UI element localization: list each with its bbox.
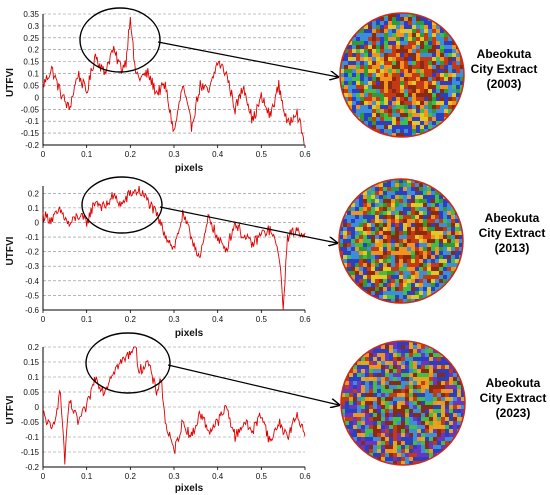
y-tick-label: -0.5 — [25, 291, 39, 300]
map-label: (2023) — [496, 406, 531, 420]
series-line — [42, 16, 306, 146]
highlight-ellipse — [81, 176, 163, 234]
y-tick-label: -0.1 — [25, 117, 39, 126]
x-tick-label: 0.1 — [81, 472, 93, 481]
y-tick-label: 0.1 — [28, 204, 40, 213]
x-tick-label: 0.2 — [125, 315, 137, 324]
y-tick-label: -0.1 — [25, 433, 39, 442]
x-axis-label: pixels — [175, 163, 204, 174]
x-tick-label: 0.5 — [256, 472, 268, 481]
y-tick-label: 0.15 — [23, 58, 39, 67]
map-label: City Extract — [479, 226, 546, 240]
y-tick-label: -0.2 — [25, 248, 39, 257]
y-tick-label: 0 — [35, 93, 40, 102]
series-line — [42, 346, 306, 465]
chart-panel-3: 0.20.150.10.050-0.05-0.1-0.15-0.20 0.1 0.2… — [5, 332, 547, 494]
pointer-arrow — [167, 364, 339, 405]
pointer-arrow — [159, 206, 337, 243]
map-border — [340, 340, 466, 466]
map-label: Abeokuta — [477, 47, 532, 61]
map-border — [338, 178, 464, 304]
y-tick-label: 0.15 — [23, 358, 39, 367]
y-tick-label: -0.15 — [21, 129, 40, 138]
y-tick-label: -0.3 — [25, 262, 39, 271]
highlight-ellipse — [79, 7, 161, 73]
y-axis-label: UTFVI — [5, 68, 16, 97]
chart-panel-2: 0.20.10-0.1-0.2-0.3-0.4-0.5-0.60 0.1 0.2 0.… — [5, 176, 546, 339]
map-label: (2003) — [487, 77, 522, 91]
x-tick-label: 0.2 — [125, 472, 137, 481]
pointer-arrow — [157, 41, 338, 77]
y-tick-label: -0.2 — [25, 463, 39, 472]
x-tick-label: 0.3 — [168, 150, 180, 159]
y-axis-label: UTFVI — [5, 236, 16, 265]
x-tick-label: 0.5 — [256, 150, 268, 159]
map-label: (2013) — [495, 241, 530, 255]
x-tick-label: 0.6 — [299, 315, 311, 324]
x-tick-label: 0.6 — [299, 472, 311, 481]
x-tick-label: 0.4 — [212, 150, 224, 159]
x-tick-label: 0.1 — [81, 150, 93, 159]
y-tick-label: 0.05 — [23, 81, 39, 90]
map-label: City Extract — [471, 62, 538, 76]
y-axis-label: UTFVI — [5, 395, 16, 424]
map-label: Abeokuta — [485, 211, 540, 225]
y-tick-label: 0.2 — [28, 46, 40, 55]
y-tick-label: 0.25 — [23, 34, 39, 43]
x-tick-label: 0.4 — [212, 472, 224, 481]
x-tick-label: 0 — [41, 315, 46, 324]
map-label: City Extract — [480, 391, 547, 405]
x-axis-label: pixels — [175, 328, 204, 339]
y-tick-label: 0.35 — [23, 10, 39, 19]
y-tick-label: 0.2 — [28, 189, 40, 198]
y-tick-label: 0.1 — [28, 373, 40, 382]
y-tick-label: -0.05 — [21, 105, 40, 114]
x-axis-label: pixels — [175, 483, 204, 494]
y-tick-label: -0.1 — [25, 233, 39, 242]
y-tick-label: 0.2 — [28, 343, 40, 352]
chart-panel-1: 0.35 0.3 0.25 0.2 0.15 0.1 0.05 0 -0.05 -0.1 -0.15… — [5, 7, 538, 174]
y-tick-label: -0.05 — [21, 418, 40, 427]
y-tick-label: -0.4 — [25, 277, 39, 286]
x-tick-label: 0 — [41, 150, 46, 159]
map-label: Abeokuta — [486, 376, 541, 390]
x-tick-label: 0.1 — [81, 315, 93, 324]
y-tick-label: -0.15 — [21, 448, 40, 457]
x-tick-label: 0.2 — [125, 150, 137, 159]
series-line — [42, 185, 306, 311]
map-border — [339, 12, 465, 138]
x-tick-label: 0.3 — [168, 472, 180, 481]
x-tick-label: 0 — [41, 472, 46, 481]
y-tick-label: 0.1 — [28, 70, 40, 79]
y-tick-label: -0.2 — [25, 141, 39, 150]
y-tick-label: -0.6 — [25, 306, 39, 315]
x-tick-label: 0.5 — [256, 315, 268, 324]
y-tick-label: 0.3 — [28, 22, 40, 31]
x-tick-label: 0.4 — [212, 315, 224, 324]
map-2003 — [340, 13, 464, 137]
y-tick-label: 0.05 — [23, 388, 39, 397]
x-tick-label: 0.3 — [168, 315, 180, 324]
highlight-ellipse — [85, 332, 171, 394]
y-tick-label: 0 — [35, 218, 40, 227]
y-tick-label: 0 — [35, 403, 40, 412]
x-tick-label: 0.6 — [299, 150, 311, 159]
